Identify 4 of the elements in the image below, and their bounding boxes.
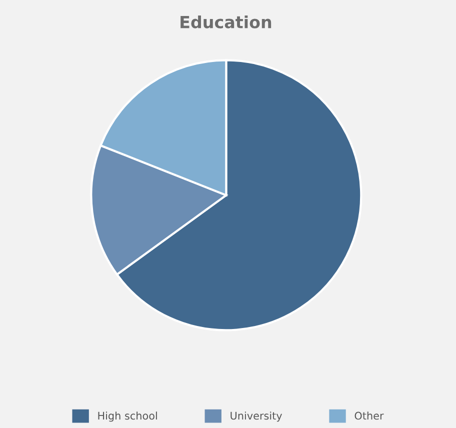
legend-label: High school [98,412,157,422]
legend-label: Other [354,412,384,420]
legend-label: University [230,412,282,422]
chart-title: Education [180,15,272,28]
